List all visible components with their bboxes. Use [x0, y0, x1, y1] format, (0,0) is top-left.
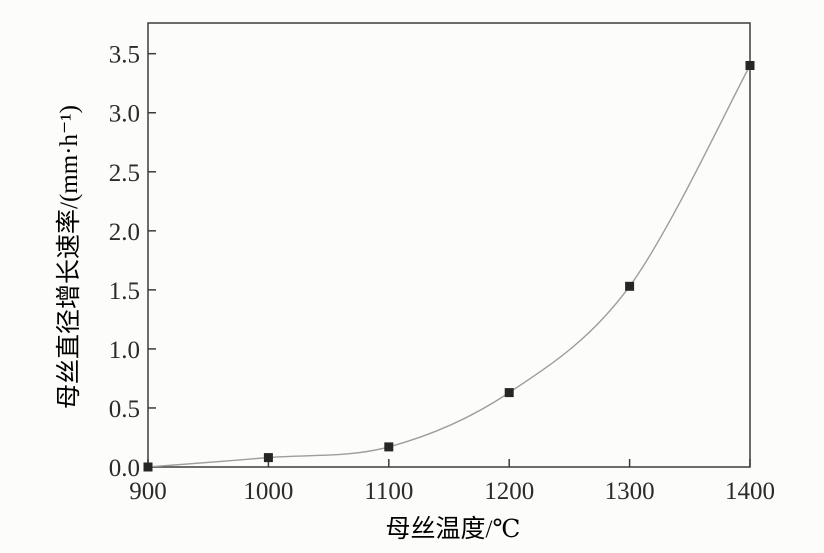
- data-point-marker: [745, 61, 755, 70]
- data-point-marker: [384, 442, 394, 452]
- x-tick-label: 1000: [243, 478, 293, 505]
- y-tick-label: 2.0: [109, 219, 140, 246]
- x-tick-label: 1300: [605, 478, 655, 505]
- data-series-line: [147, 65, 751, 468]
- y-axis-title: 母丝直径增长速率/(mm·h⁻¹): [55, 105, 83, 409]
- y-tick-label: 0.0: [109, 455, 140, 482]
- y-tick-label: 1.5: [109, 278, 140, 305]
- y-tick-label: 2.5: [109, 160, 140, 187]
- y-tick-label: 1.0: [109, 337, 140, 364]
- y-tick-label: 3.0: [109, 101, 140, 128]
- data-point-marker: [143, 462, 153, 472]
- x-tick-label: 1100: [364, 478, 413, 505]
- x-tick-label: 1200: [484, 478, 534, 505]
- y-tick-label: 0.5: [109, 396, 140, 423]
- data-point-marker: [625, 281, 635, 291]
- data-point-marker: [263, 453, 273, 463]
- y-tick-label: 3.5: [109, 42, 140, 69]
- x-tick-label: 1400: [725, 478, 775, 505]
- x-tick-label: 900: [129, 478, 167, 505]
- x-axis-title: 母丝温度/℃: [386, 515, 521, 543]
- plot-border: [147, 22, 751, 468]
- data-point-marker: [504, 388, 514, 398]
